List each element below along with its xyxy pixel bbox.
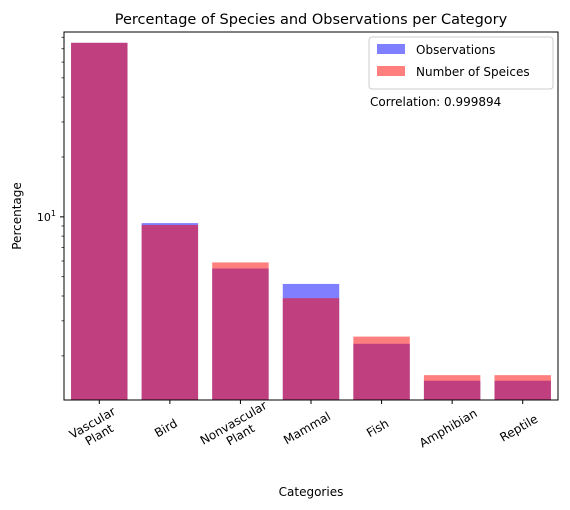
bar-species-5: [423, 375, 481, 400]
bar-species-4: [353, 336, 410, 400]
y-axis: 101: [37, 36, 64, 357]
x-axis: VascularPlant Bird NonvascularPlant Mammal F…: [67, 398, 540, 459]
legend-label: Number of Speices: [416, 65, 530, 79]
correlation-annotation: Correlation: 0.999894: [370, 95, 501, 109]
x-tick-label: Bird: [152, 416, 180, 440]
legend-label: Observations: [416, 43, 495, 57]
chart-title: Percentage of Species and Observations p…: [115, 12, 508, 28]
x-tick-label: Fish: [364, 416, 391, 440]
legend-frame: [368, 36, 554, 90]
legend: Observations Number of Speices: [368, 36, 554, 90]
x-tick-label: VascularPlant: [67, 404, 125, 453]
y-tick-label: 101: [37, 209, 56, 224]
bar-species-0: [71, 42, 128, 401]
bar-species-3: [282, 298, 340, 400]
x-axis-label: Categories: [279, 485, 344, 499]
bar-species-6: [494, 375, 551, 400]
x-tick-label: Reptile: [497, 412, 540, 445]
bar-species-1: [141, 225, 199, 400]
legend-swatch: [377, 66, 405, 76]
bars: [71, 42, 551, 401]
x-tick-label: Amphibian: [417, 406, 480, 450]
x-tick-label: NonvascularPlant: [198, 398, 276, 459]
x-tick-label: Mammal: [281, 409, 333, 447]
y-axis-label: Percentage: [10, 182, 24, 250]
legend-swatch: [377, 44, 405, 54]
bar-species-2: [212, 262, 269, 400]
